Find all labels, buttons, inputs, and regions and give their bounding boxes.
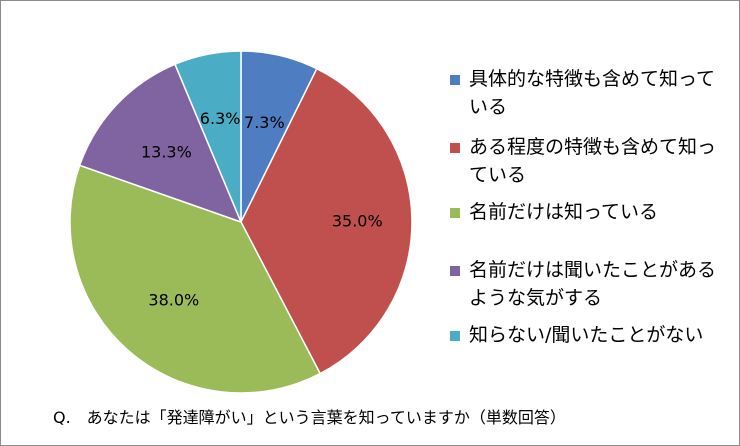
legend-swatch-2 — [450, 143, 460, 153]
pie-label-maybe-heard: 13.3% — [141, 143, 192, 162]
legend-swatch-4 — [450, 266, 460, 276]
legend-label-1: 具体的な特徴も含めて知っている — [469, 68, 716, 118]
legend-swatch-5 — [450, 331, 460, 341]
legend-label-2: ある程度の特徴も含めて知っている — [469, 136, 717, 186]
legend-swatch-1 — [450, 75, 460, 85]
pie-label-detailed: 7.3% — [244, 113, 285, 132]
legend-label-5: 知らない/聞いたことがない — [469, 324, 704, 346]
chart-caption: Q. あなたは「発達障がい」という言葉を知っていますか（単数回答） — [53, 408, 566, 427]
legend-swatch-3 — [450, 208, 460, 218]
legend-label-3: 名前だけは知っている — [469, 201, 659, 223]
legend-label-4: 名前だけは聞いたことがあるような気がする — [469, 259, 717, 309]
pie-slice-unknown — [174, 50, 242, 223]
pie-label-unknown: 6.3% — [200, 109, 241, 128]
pie-label-name-only: 38.0% — [148, 291, 199, 310]
pie-slice-name-only — [69, 164, 322, 394]
pie-slice-maybe-heard — [78, 63, 243, 224]
pie-label-some: 35.0% — [332, 212, 383, 231]
pie-slice-some — [240, 67, 413, 375]
